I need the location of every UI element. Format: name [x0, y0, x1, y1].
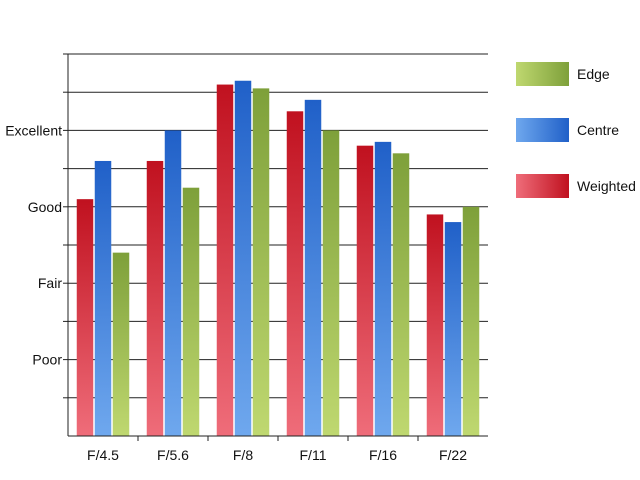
bar-edge-1 — [182, 187, 200, 436]
bar-centre-0 — [94, 160, 112, 436]
bars — [76, 80, 480, 437]
x-tick-label: F/4.5 — [87, 447, 119, 463]
bar-centre-4 — [374, 141, 392, 437]
bar-edge-3 — [322, 130, 340, 436]
bar-weighted-3 — [286, 111, 304, 437]
bar-weighted-1 — [146, 160, 164, 436]
grid-lines — [68, 53, 488, 399]
legend-label-centre: Centre — [577, 122, 619, 138]
axes — [63, 53, 488, 441]
bar-weighted-4 — [356, 145, 374, 436]
bar-weighted-2 — [216, 84, 234, 436]
y-tick-label: Good — [28, 199, 62, 215]
x-tick-label: F/16 — [369, 447, 397, 463]
x-tick-labels: F/4.5 F/5.6 F/8 F/11 F/16 F/22 — [87, 447, 467, 463]
x-tick-label: F/11 — [300, 447, 327, 463]
y-tick-label: Fair — [38, 275, 62, 291]
bar-edge-5 — [462, 206, 480, 436]
x-tick-label: F/8 — [233, 447, 253, 463]
bar-weighted-5 — [426, 214, 444, 436]
y-tick-labels: Poor Fair Good Excellent — [5, 122, 62, 367]
bar-edge-4 — [392, 153, 410, 436]
legend-swatch-weighted — [516, 174, 569, 198]
legend-label-edge: Edge — [577, 66, 610, 82]
bar-edge-2 — [252, 88, 270, 436]
y-tick-label: Poor — [32, 352, 62, 368]
bar-centre-1 — [164, 130, 182, 436]
legend-swatch-edge — [516, 62, 569, 86]
bar-centre-2 — [234, 80, 252, 437]
bar-edge-0 — [112, 252, 130, 436]
legend-swatch-centre — [516, 118, 569, 142]
legend: Edge Centre Weighted — [516, 62, 636, 198]
bar-centre-5 — [444, 222, 462, 436]
x-tick-label: F/5.6 — [157, 447, 189, 463]
legend-label-weighted: Weighted — [577, 178, 636, 194]
bar-weighted-0 — [76, 199, 94, 436]
bar-centre-3 — [304, 99, 322, 436]
y-tick-label: Excellent — [5, 122, 62, 138]
x-tick-label: F/22 — [439, 447, 467, 463]
